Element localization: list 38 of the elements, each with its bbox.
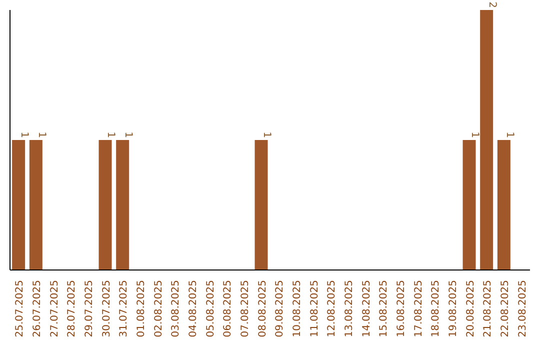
x-tick-label: 16.08.2025 (396, 280, 407, 338)
x-tick-label: 21.08.2025 (482, 280, 494, 338)
x-tick-label: 26.07.2025 (32, 280, 43, 338)
x-tick-label: 05.08.2025 (205, 280, 216, 338)
x-tick-label: 03.08.2025 (170, 280, 182, 338)
x-tick-label: 07.08.2025 (240, 280, 251, 338)
x-tick-label: 06.08.2025 (222, 280, 234, 338)
data-label: 1 (36, 132, 47, 138)
x-tick-label: 13.08.2025 (344, 280, 355, 338)
x-tick-label: 10.08.2025 (292, 280, 303, 338)
data-label: 1 (105, 132, 116, 138)
x-tick-label: 31.07.2025 (118, 280, 130, 338)
x-tick-label: 22.08.2025 (500, 280, 511, 338)
data-label: 2 (486, 2, 498, 8)
x-tick-label: 01.08.2025 (136, 280, 147, 338)
x-tick-label: 27.07.2025 (49, 280, 60, 338)
x-tick-label: 25.07.2025 (14, 280, 26, 338)
x-tick-label: 04.08.2025 (188, 280, 199, 338)
data-label: 1 (469, 132, 480, 138)
data-label: 1 (122, 132, 134, 138)
data-label: 1 (261, 132, 272, 138)
x-tick-label: 08.08.2025 (257, 280, 268, 338)
x-tick-label: 14.08.2025 (361, 280, 372, 338)
x-tick-label: 15.08.2025 (378, 280, 390, 338)
x-tick-label: 19.08.2025 (448, 280, 459, 338)
x-tick-label: 18.08.2025 (430, 280, 442, 338)
data-label: 1 (504, 132, 515, 138)
x-tick-label: 17.08.2025 (413, 280, 424, 338)
x-tick-label: 29.07.2025 (84, 280, 95, 338)
x-tick-label: 28.07.2025 (66, 280, 78, 338)
x-tick-label: 30.07.2025 (101, 280, 112, 338)
x-tick-label: 20.08.2025 (465, 280, 476, 338)
x-tick-label: 23.08.2025 (517, 280, 528, 338)
x-tick-label: 02.08.2025 (153, 280, 164, 338)
x-tick-label: 09.08.2025 (274, 280, 286, 338)
x-tick-label: 11.08.2025 (309, 280, 320, 338)
data-label: 1 (18, 132, 30, 138)
x-tick-label: 12.08.2025 (326, 280, 338, 338)
